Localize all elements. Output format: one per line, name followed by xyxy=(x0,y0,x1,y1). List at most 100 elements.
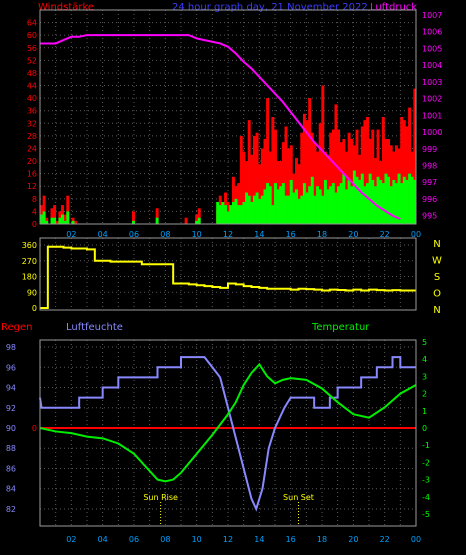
wind-gust-bar xyxy=(268,186,272,224)
rain-y-tick: 0 xyxy=(32,424,37,433)
wind-gust-bar xyxy=(334,192,338,224)
wind-avg-bar xyxy=(345,151,348,224)
wind-gust-bar xyxy=(321,195,325,224)
wind-gust-bar xyxy=(345,189,348,224)
wind-gust-bar xyxy=(279,186,283,224)
wind-gust-bar xyxy=(263,189,267,224)
wind-gust-bar xyxy=(355,176,359,224)
pressure-y-tick: 1000 xyxy=(422,128,442,137)
wind-gust-bar xyxy=(392,179,396,224)
wind-avg-bar xyxy=(287,148,291,224)
wind-gust-bar xyxy=(360,173,364,224)
sunset-label: Sun Set xyxy=(283,493,314,502)
wind-avg-bar xyxy=(281,142,285,224)
direction-y-tick: 90 xyxy=(27,288,37,297)
wind-gust-bar xyxy=(245,192,249,224)
x-tick-label: 14 xyxy=(254,230,264,239)
wind-gust-bar xyxy=(318,189,322,224)
compass-label: W xyxy=(432,256,442,267)
wind-avg-bar xyxy=(266,98,270,224)
wind-gust-bar xyxy=(242,201,246,224)
wind-gust-bar xyxy=(292,192,296,224)
wind-gust-bar xyxy=(237,205,241,224)
wind-y-tick: 32 xyxy=(27,119,37,128)
pressure-y-tick: 1007 xyxy=(422,11,442,20)
wind-avg-bar xyxy=(305,120,309,224)
wind-gust-bar xyxy=(300,195,304,224)
wind-avg-bar xyxy=(371,129,375,224)
x-tick-label: 06 xyxy=(129,535,139,544)
wind-gust-bar xyxy=(287,195,291,224)
humidity-y-tick: 96 xyxy=(6,363,16,372)
wind-y-tick: 60 xyxy=(27,31,37,40)
climate-x-ticks: 02 04 06 08 10 12 14 16 18 20 22 00 xyxy=(66,535,421,544)
wind-y-tick: 24 xyxy=(27,144,37,153)
x-tick-label: 20 xyxy=(348,535,358,544)
wind-avg-bar xyxy=(263,139,267,224)
wind-gust-bar xyxy=(234,198,238,224)
x-tick-label: 22 xyxy=(380,230,390,239)
wind-gust-bar xyxy=(339,183,343,224)
wind-avg-bar xyxy=(239,135,243,224)
wind-avg-bar xyxy=(300,132,304,224)
wind-gust-bar xyxy=(329,186,333,224)
wind-gust-bar xyxy=(326,189,330,224)
wind-gust-bar xyxy=(337,186,341,224)
wind-avg-bar xyxy=(339,142,343,224)
wind-gust-bar xyxy=(218,205,222,224)
pressure-y-tick: 996 xyxy=(422,195,437,204)
wind-gust-bar xyxy=(381,183,385,224)
temperature-y-ticks: -5 -4 -3 -2 -1 0 1 2 3 4 5 xyxy=(422,338,430,519)
x-tick-label: 10 xyxy=(192,535,202,544)
temperature-y-tick: 5 xyxy=(422,338,427,347)
pressure-y-tick: 1006 xyxy=(422,28,442,37)
wind-title: Windstärke xyxy=(38,2,94,13)
wind-y-tick: 16 xyxy=(27,170,37,179)
wind-gust-bar xyxy=(389,186,393,224)
wind-avg-bar xyxy=(274,129,277,224)
sunrise-label: Sun Rise xyxy=(143,493,178,502)
wind-y-tick: 56 xyxy=(27,44,37,53)
pressure-title: Luftdruck xyxy=(370,2,417,13)
pressure-y-tick: 995 xyxy=(422,212,437,221)
temperature-y-tick: 4 xyxy=(422,355,427,364)
wind-frame xyxy=(39,9,417,225)
wind-y-tick: 48 xyxy=(27,69,37,78)
wind-gust-bar xyxy=(410,176,414,224)
wind-gust-bar xyxy=(394,183,398,224)
date-title: 24 hour graph day, 21 November 2022 xyxy=(172,2,368,13)
direction-frame xyxy=(39,237,417,311)
wind-gust-bar xyxy=(132,220,135,224)
wind-gust-bar xyxy=(195,220,199,224)
wind-avg-bar xyxy=(337,129,341,224)
wind-gust-bar xyxy=(302,183,306,224)
pressure-y-tick: 1002 xyxy=(422,95,442,104)
wind-avg-bar xyxy=(242,151,246,224)
humidity-line xyxy=(39,356,416,512)
wind-avg-bar xyxy=(132,211,135,224)
wind-gust-bar xyxy=(313,195,317,224)
wind-gust-bar xyxy=(413,179,417,224)
wind-gust-bar xyxy=(387,176,391,224)
x-tick-label: 06 xyxy=(129,230,139,239)
humidity-y-ticks: 82 84 86 88 90 92 94 96 98 xyxy=(6,343,16,514)
wind-avg-bar xyxy=(402,120,406,224)
climate-grid xyxy=(40,340,416,526)
x-tick-label: 04 xyxy=(98,535,108,544)
wind-gust-bar xyxy=(63,220,67,224)
wind-gust-bar xyxy=(305,192,309,224)
wind-gust-bar xyxy=(384,173,388,224)
wind-avg-bar xyxy=(313,142,317,224)
wind-gust-bar xyxy=(239,205,243,224)
direction-grid xyxy=(40,238,416,310)
pressure-y-tick: 1004 xyxy=(422,61,442,70)
wind-gust-bar xyxy=(255,192,259,224)
rain-label: Regen xyxy=(1,322,33,333)
wind-gust-bar xyxy=(258,198,262,224)
humidity-y-tick: 82 xyxy=(6,505,16,514)
wind-gust-bar xyxy=(229,205,233,224)
